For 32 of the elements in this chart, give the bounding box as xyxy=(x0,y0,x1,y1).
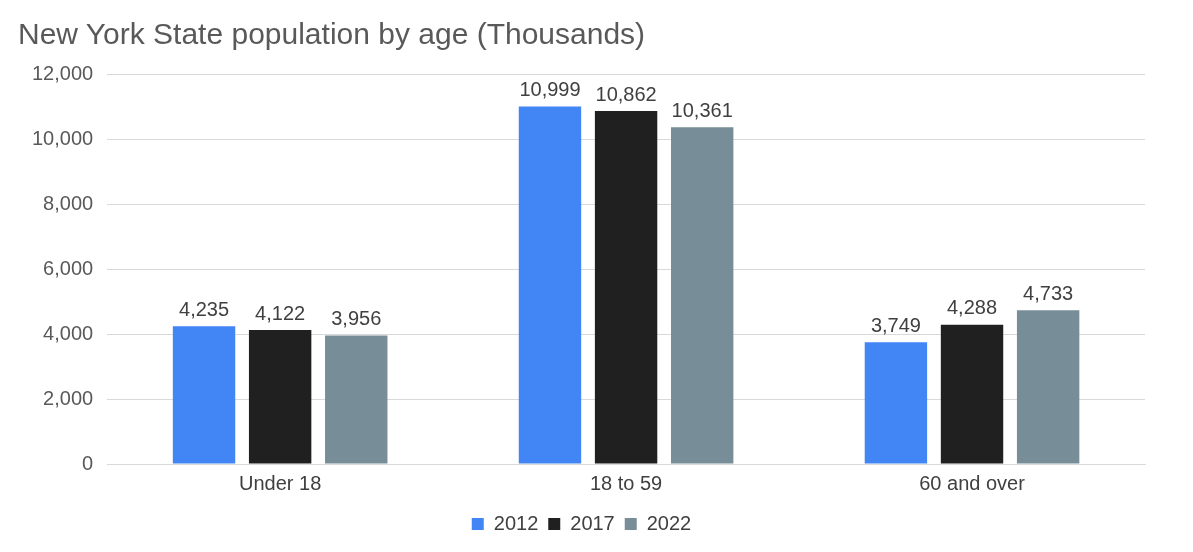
legend-label: 2012 xyxy=(493,511,539,534)
y-tick-label: 12,000 xyxy=(32,61,94,84)
x-tick-label: 18 to 59 xyxy=(589,471,663,494)
x-tick-label: Under 18 xyxy=(239,471,322,494)
y-tick-label: 8,000 xyxy=(43,191,94,214)
bar xyxy=(940,324,1004,464)
y-tick-label: 2,000 xyxy=(43,386,94,409)
bar xyxy=(670,127,734,464)
data-label: 10,862 xyxy=(595,82,657,105)
y-tick-label: 6,000 xyxy=(43,256,94,279)
x-tick-label: 60 and over xyxy=(919,471,1026,494)
data-label: 4,288 xyxy=(947,296,998,319)
data-label: 10,361 xyxy=(671,98,733,121)
y-tick-label: 10,000 xyxy=(32,126,94,149)
data-label: 4,733 xyxy=(1023,281,1074,304)
bar xyxy=(864,342,928,464)
bar xyxy=(594,110,658,464)
data-label: 3,749 xyxy=(870,313,921,336)
y-tick-label: 0 xyxy=(82,451,94,474)
bar xyxy=(248,330,312,464)
bar xyxy=(1016,310,1080,464)
data-label: 4,235 xyxy=(179,297,230,320)
legend-label: 2022 xyxy=(646,511,692,534)
bar xyxy=(518,106,582,464)
data-label: 10,999 xyxy=(519,78,581,101)
y-tick-label: 4,000 xyxy=(43,321,94,344)
legend-label: 2017 xyxy=(570,511,615,534)
data-label: 3,956 xyxy=(331,306,382,329)
data-label: 4,122 xyxy=(255,301,306,324)
bar xyxy=(325,335,388,464)
chart-title: New York State population by age (Thousands) xyxy=(18,17,646,51)
bar xyxy=(172,326,236,464)
